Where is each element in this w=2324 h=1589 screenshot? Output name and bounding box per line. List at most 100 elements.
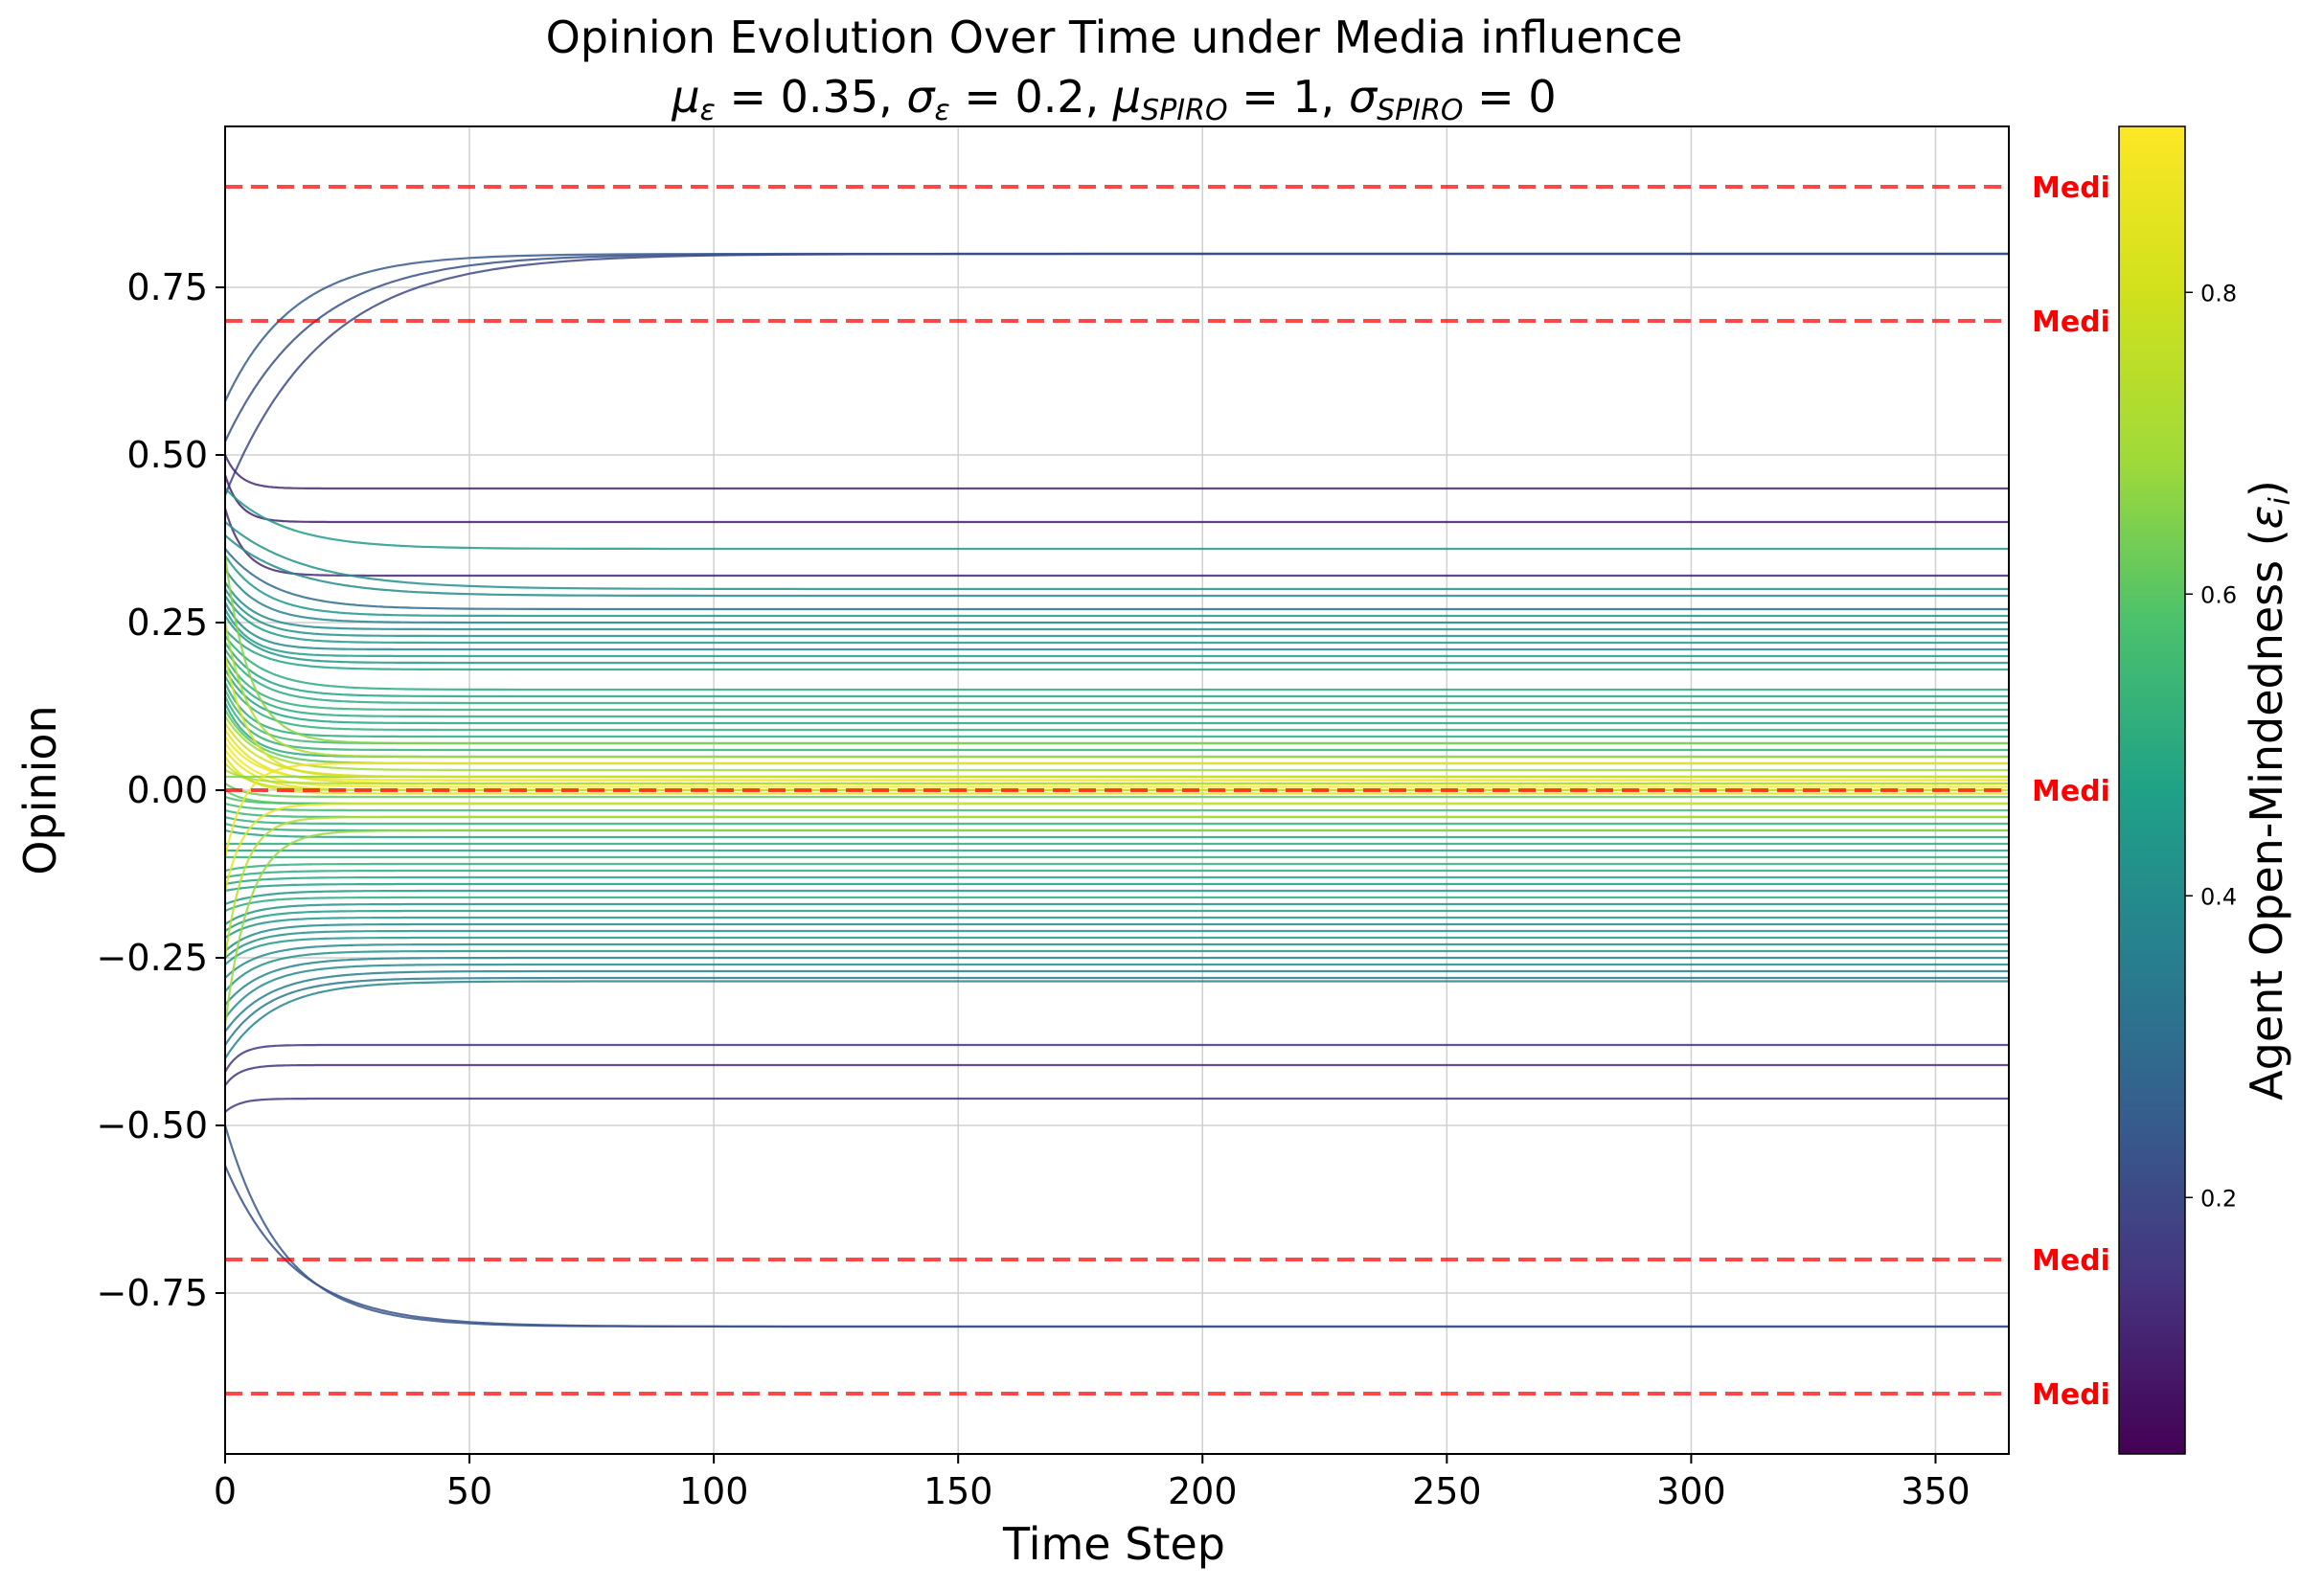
colorbar <box>2119 126 2185 1454</box>
colorbar-label-close: ) <box>2241 480 2292 497</box>
opinion-trajectory <box>225 682 2009 738</box>
colorbar-label-main: Agent Open-Mindedness ( <box>2241 529 2292 1101</box>
opinion-trajectory <box>225 976 2009 1046</box>
media-lines: Medi Medi Medi Medi Medi <box>225 171 2110 1412</box>
opinion-trajectory <box>225 1097 2009 1113</box>
colorbar-frame <box>2118 125 2186 1455</box>
media-label: Medi <box>2032 775 2110 808</box>
opinion-trajectory <box>225 802 2009 812</box>
media-label: Medi <box>2032 1378 2110 1412</box>
colorbar-ticks: 0.2 0.4 0.6 0.8 <box>2185 280 2237 1212</box>
opinion-trajectory <box>225 829 2009 1026</box>
opinion-trajectory <box>225 628 2009 671</box>
x-axis-label: Time Step <box>1002 1518 1225 1570</box>
chart-subtitle: με = 0.35, σε = 0.2, μSPIRO = 1, σSPIRO … <box>671 71 1556 127</box>
opinion-trajectory <box>225 761 2009 858</box>
chart-title: Opinion Evolution Over Time under Media … <box>546 11 1683 63</box>
opinion-trajectory <box>225 252 2009 496</box>
opinion-trajectory <box>225 602 2009 651</box>
x-tick-label: 150 <box>923 1470 993 1512</box>
opinion-trajectory <box>225 922 2009 952</box>
opinion-trajectory <box>225 488 2009 551</box>
opinion-trajectory <box>225 662 2009 718</box>
subtitle-sigma-eps-symbol: σ <box>906 71 936 123</box>
y-tick-label: 0.00 <box>126 769 208 811</box>
opinion-trajectory <box>225 963 2009 1019</box>
opinion-trajectory <box>225 783 2009 799</box>
colorbar-tick-label: 0.6 <box>2200 581 2237 608</box>
opinion-trajectory <box>225 568 2009 624</box>
x-tick-label: 200 <box>1168 1470 1238 1512</box>
opinion-trajectory <box>225 588 2009 638</box>
opinion-trajectory <box>225 889 2009 906</box>
y-tick-label: 0.75 <box>126 266 208 308</box>
subtitle-sigma-spiro-value: = 0 <box>1464 71 1557 123</box>
opinion-trajectory <box>225 715 2009 772</box>
opinion-trajectory <box>225 969 2009 1033</box>
opinion-trajectory <box>225 608 2009 658</box>
opinion-trajectory <box>225 802 2009 892</box>
x-tick-label: 50 <box>446 1470 492 1512</box>
y-tick-label: 0.50 <box>126 434 208 476</box>
subtitle-mu-spiro-symbol: μ <box>1112 71 1141 123</box>
opinion-trajectory <box>225 642 2009 698</box>
y-tick-label: −0.50 <box>97 1104 208 1146</box>
opinion-trajectory <box>225 902 2009 925</box>
opinion-trajectory <box>225 555 2009 745</box>
media-label: Medi <box>2032 171 2110 205</box>
subtitle-sigma-spiro-subscript: SPIRO <box>1377 94 1463 127</box>
opinion-trajectory <box>225 555 2009 618</box>
y-axis-ticks: −0.75 −0.50 −0.25 0.00 0.25 0.50 0.75 <box>97 266 225 1314</box>
opinion-trajectory <box>225 742 2009 788</box>
opinion-trajectory <box>225 875 2009 886</box>
opinion-trajectory <box>225 929 2009 959</box>
opinion-trajectory <box>225 675 2009 732</box>
opinion-trajectory <box>225 595 2009 645</box>
x-tick-label: 100 <box>679 1470 749 1512</box>
y-tick-label: 0.25 <box>126 602 208 644</box>
opinion-trajectory <box>225 896 2009 913</box>
opinion-trajectory <box>225 521 2009 591</box>
y-axis-label: Opinion <box>14 705 66 874</box>
subtitle-sigma-spiro-symbol: σ <box>1349 71 1378 123</box>
opinion-trajectory <box>225 949 2009 992</box>
opinion-trajectory <box>225 980 2009 1059</box>
media-label: Medi <box>2032 306 2110 339</box>
opinion-trajectory <box>225 1063 2009 1086</box>
colorbar-label: Agent Open-Mindedness (εi) <box>2241 480 2297 1101</box>
opinion-trajectory <box>225 548 2009 611</box>
opinion-trajectory <box>225 936 2009 965</box>
opinion-trajectory <box>225 454 2009 490</box>
subtitle-mu-eps-subscript: ε <box>700 94 716 127</box>
opinion-trajectory <box>225 474 2009 524</box>
opinion-trajectory <box>225 942 2009 979</box>
opinion-trajectory <box>225 769 2009 785</box>
subtitle-mu-spiro-subscript: SPIRO <box>1141 94 1227 127</box>
opinion-trajectory <box>225 635 2009 692</box>
media-label: Medi <box>2032 1244 2110 1278</box>
opinion-trajectory <box>225 534 2009 598</box>
opinion-trajectory <box>225 862 2009 873</box>
colorbar-tick-label: 0.2 <box>2200 1185 2237 1212</box>
opinion-trajectory <box>225 829 2009 839</box>
y-tick-label: −0.75 <box>97 1272 208 1314</box>
opinion-trajectory <box>225 669 2009 725</box>
x-tick-label: 350 <box>1901 1470 1971 1512</box>
opinion-trajectory <box>225 508 2009 578</box>
subtitle-mu-eps-value: = 0.35, <box>716 71 906 123</box>
opinion-trajectory <box>225 655 2009 779</box>
opinion-trajectory <box>225 581 2009 631</box>
opinion-trajectory <box>225 655 2009 712</box>
colorbar-tick-label: 0.4 <box>2200 883 2237 910</box>
y-tick-label: −0.25 <box>97 937 208 979</box>
opinion-trajectory <box>225 622 2009 759</box>
opinion-trajectory <box>225 956 2009 1006</box>
subtitle-mu-eps-symbol: μ <box>671 71 699 123</box>
opinion-trajectory <box>225 1043 2009 1073</box>
subtitle-mu-spiro-value: = 1, <box>1228 71 1349 123</box>
colorbar-tick-label: 0.8 <box>2200 280 2237 306</box>
opinion-trajectory <box>225 736 2009 782</box>
opinion-trajectory <box>225 869 2009 879</box>
opinion-trajectory <box>225 615 2009 665</box>
